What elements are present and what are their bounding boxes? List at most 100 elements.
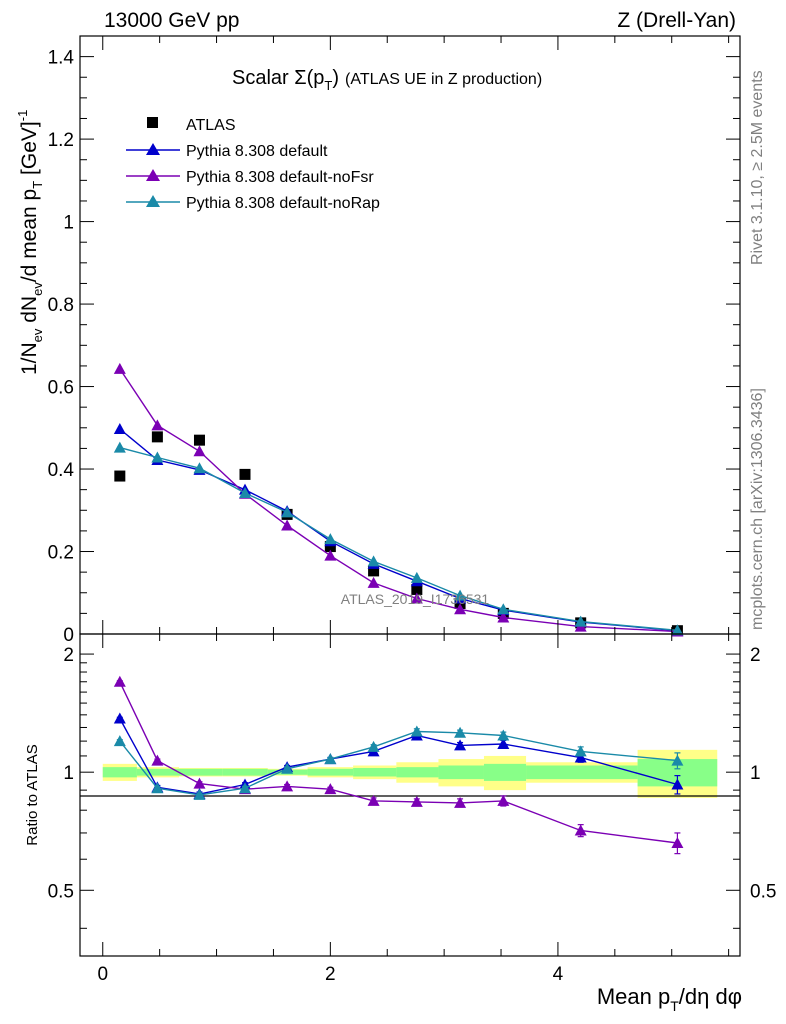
main-point-noRap [497,603,510,615]
main-line-default [119,428,678,632]
main-ytick-label: 1.4 [48,48,75,69]
ratio-line-noRap [119,730,678,796]
ratio-band-inner [222,768,268,776]
ratio-point-noRap [113,735,126,747]
ratio-point-noFsr [497,794,510,806]
main-ytick-label: 1 [63,213,74,234]
legend-marker-atlas [147,117,158,128]
ratio-ytick-label-right: 0.5 [750,881,776,902]
ratio-line-noFsr [119,681,678,844]
ratio-point-noFsr [113,675,126,687]
main-point-noRap [410,571,423,583]
main-title: Scalar Σ(pT) (ATLAS UE in Z production) [232,67,542,93]
rivet-label: Rivet 3.1.10, ≥ 2.5M events [749,70,766,265]
ratio-ytick-label-right: 1 [750,763,761,784]
ratio-band-inner [483,763,527,781]
ratio-ytick-label: 0.5 [48,881,74,902]
main-point-noRap [671,624,684,636]
ratio-point-noRap [497,729,510,741]
ratio-point-noRap [239,782,251,794]
legend-label-atlas: ATLAS [186,117,236,134]
main-point-noRap [193,462,206,474]
header-left: 13000 GeV pp [104,9,239,32]
ratio-point-noFsr [410,795,423,807]
main-ylabel: 1/Nev dNev/d mean pT [GeV]-1 [15,110,45,375]
main-ytick-label: 0.6 [48,378,74,399]
ratio-point-noRap [454,726,467,738]
main-point-noFsr [454,603,467,615]
atlas-point [151,431,163,443]
ratio-point-default [113,712,126,724]
ratio-point-noFsr [574,824,587,836]
ratio-point-noRap [193,788,206,800]
ratio-band-inner [353,767,397,777]
main-point-noFsr [113,362,126,374]
ratio-point-default [497,737,510,749]
ratio-point-noRap [151,782,164,794]
main-ytick-label: 0.2 [48,543,74,564]
ratio-point-noFsr [671,836,684,848]
atlas-point [411,583,423,595]
atlas-point [239,468,251,480]
ratio-band-inner [396,767,439,778]
main-ytick-label: 0 [63,625,74,646]
legend-marker-noRap [146,195,160,207]
legend-marker-noFsr [146,169,160,181]
ratio-frame [79,633,741,957]
main-point-noFsr [367,576,380,588]
ratio-point-default [454,739,467,751]
main-point-noRap [151,451,164,463]
main-point-noRap [574,615,587,627]
ratio-band-inner [179,768,223,776]
ratio-ytick-label-right: 2 [750,645,761,666]
ratio-point-noRap [671,754,684,766]
main-line-noRap [119,446,678,631]
legend: ATLAS Pythia 8.308 default Pythia 8.308 … [126,117,380,212]
ratio-line-default [119,718,678,795]
x-axis-label: Mean pT/dη dφ [597,984,742,1014]
main-point-noFsr [410,592,423,604]
main-ytick-label: 0.4 [48,460,75,481]
atlas-point [324,541,336,553]
ratio-band-inner [307,768,354,776]
ratio-band-inner [136,768,179,776]
ratio-point-noRap [574,745,587,757]
legend-label-default: Pythia 8.308 default [186,143,328,160]
atlas-point [114,470,126,482]
ratio-point-noFsr [367,794,380,806]
main-point-noFsr [151,419,164,431]
main-point-noFsr [281,519,294,531]
ratio-point-noRap [324,753,337,765]
main-point-noFsr [497,611,510,623]
main-point-noRap [324,533,337,545]
main-point-noRap [367,555,380,567]
atlas-point [193,434,205,446]
ratio-xtick-label: 2 [325,964,336,985]
legend-label-noRap: Pythia 8.308 default-noRap [186,195,380,212]
legend-label-noFsr: Pythia 8.308 default-noFsr [186,169,374,186]
main-panel: 0 0.2 0.4 0.6 0.8 1 1.2 1.4 Scalar Σ(pT) (ATLAS … [15,35,741,646]
main-point-noRap [239,486,251,498]
main-ytick-label: 1.2 [48,130,74,151]
ratio-band-inner [438,765,484,780]
main-ytick-label: 0.8 [48,295,74,316]
ratio-xtick-label: 4 [553,964,564,985]
main-point-noFsr [324,549,337,561]
main-point-noRap [454,589,467,601]
ratio-point-noRap [281,762,294,774]
analysis-watermark: ATLAS_2019_I1736531 [341,591,490,607]
ratio-panel: 0.5 0.5 1 1 2 2 0 2 4 Ratio to ATLAS Mean pT/dη … [24,633,776,1014]
ratio-ylabel: Ratio to ATLAS [24,744,41,845]
ratio-point-noFsr [193,777,206,789]
main-point-noRap [113,441,126,453]
ratio-point-default [671,778,684,790]
ratio-ytick-label: 2 [63,645,74,666]
ratio-point-noFsr [454,796,467,808]
main-frame [79,35,741,635]
atlas-point [368,565,380,577]
ratio-point-noRap [367,740,380,752]
ratio-point-noFsr [324,783,337,795]
main-point-default [113,423,126,435]
ratio-point-default [574,751,587,763]
